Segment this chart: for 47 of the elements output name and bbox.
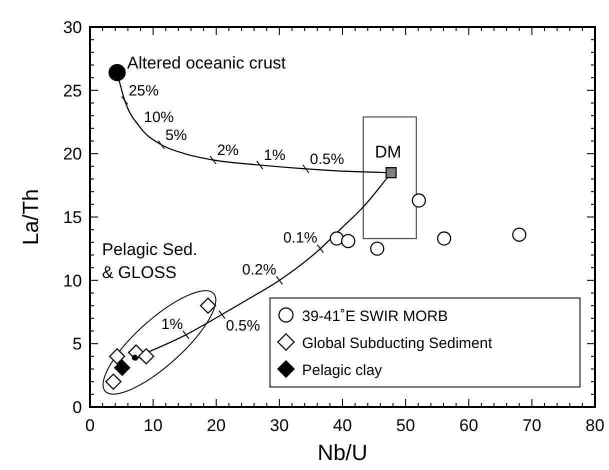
point [108,64,126,82]
y-tick-label: 10 [63,271,82,290]
legend-label: 39-41˚E SWIR MORB [302,308,448,325]
annotation: 10% [144,109,174,126]
point [114,360,130,376]
y-tick-label: 30 [63,18,82,37]
y-tick-label: 15 [63,208,82,227]
x-tick-label: 50 [396,416,416,435]
annotation: 5% [165,126,188,144]
annotation: 2% [217,142,239,159]
x-tick-label: 30 [270,416,289,435]
x-tick-label: 10 [144,416,163,435]
point [105,374,122,390]
point [437,231,452,246]
y-axis-title: La/Th [18,188,43,246]
annotation: 0.1% [283,230,318,247]
x-tick-label: 80 [586,416,604,435]
point [386,167,397,178]
x-tick-label: 0 [85,416,95,435]
annotation: Altered oceanic crust [127,54,286,73]
y-tick-label: 20 [63,144,82,164]
annotation: DM [374,142,402,162]
point [512,228,526,242]
annotation: 1% [161,316,183,333]
y-tick-label: 0 [72,398,82,417]
x-tick-label: 70 [522,416,542,435]
point [412,193,426,208]
y-tick-label: 5 [72,334,82,354]
point [200,298,216,314]
y-tick-label: 25 [63,81,82,100]
point [109,348,126,364]
annotation: Pelagic Sed. & GLOSS [102,240,198,282]
point [341,234,356,248]
legend-label: Global Subducting Sediment [302,335,493,352]
annotation: 0.2% [242,261,276,278]
annotation: 0.5% [226,318,260,335]
x-tick-label: 60 [459,416,478,435]
x-tick-label: 40 [333,416,352,435]
annotation: 0.5% [310,150,344,168]
legend-label: Pelagic clay [302,362,383,379]
annotation: 1% [264,147,286,164]
point [330,231,344,246]
point [370,242,384,256]
annotation: 25% [128,82,159,100]
point [138,348,154,364]
x-tick-label: 20 [206,416,226,435]
x-axis-title: Nb/U [317,440,368,465]
